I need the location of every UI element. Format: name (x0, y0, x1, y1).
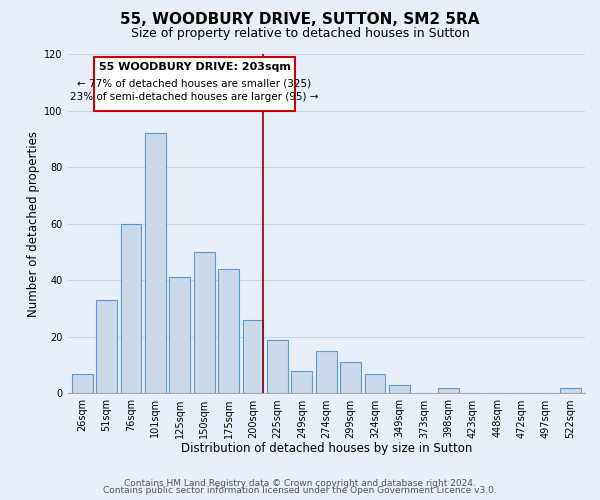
Y-axis label: Number of detached properties: Number of detached properties (27, 130, 40, 316)
Bar (267, 340, 288, 394)
Text: ← 77% of detached houses are smaller (325): ← 77% of detached houses are smaller (32… (77, 78, 311, 88)
Bar (292, 371, 312, 394)
Bar (242, 320, 263, 394)
X-axis label: Distribution of detached houses by size in Sutton: Distribution of detached houses by size … (181, 442, 472, 455)
Bar (365, 374, 385, 394)
Bar (340, 362, 361, 394)
Bar (438, 388, 458, 394)
Bar (169, 278, 190, 394)
Bar (194, 252, 215, 394)
Text: Size of property relative to detached houses in Sutton: Size of property relative to detached ho… (131, 28, 469, 40)
Bar (96, 300, 117, 394)
Text: Contains public sector information licensed under the Open Government Licence v3: Contains public sector information licen… (103, 486, 497, 495)
Bar (145, 133, 166, 394)
Bar (218, 269, 239, 394)
Bar (389, 385, 410, 394)
Bar (560, 388, 581, 394)
Text: Contains HM Land Registry data © Crown copyright and database right 2024.: Contains HM Land Registry data © Crown c… (124, 478, 476, 488)
FancyBboxPatch shape (94, 57, 295, 110)
Bar (121, 224, 142, 394)
Bar (316, 351, 337, 394)
Text: 55, WOODBURY DRIVE, SUTTON, SM2 5RA: 55, WOODBURY DRIVE, SUTTON, SM2 5RA (120, 12, 480, 28)
Text: 55 WOODBURY DRIVE: 203sqm: 55 WOODBURY DRIVE: 203sqm (98, 62, 290, 72)
Text: 23% of semi-detached houses are larger (95) →: 23% of semi-detached houses are larger (… (70, 92, 319, 102)
Bar (72, 374, 92, 394)
